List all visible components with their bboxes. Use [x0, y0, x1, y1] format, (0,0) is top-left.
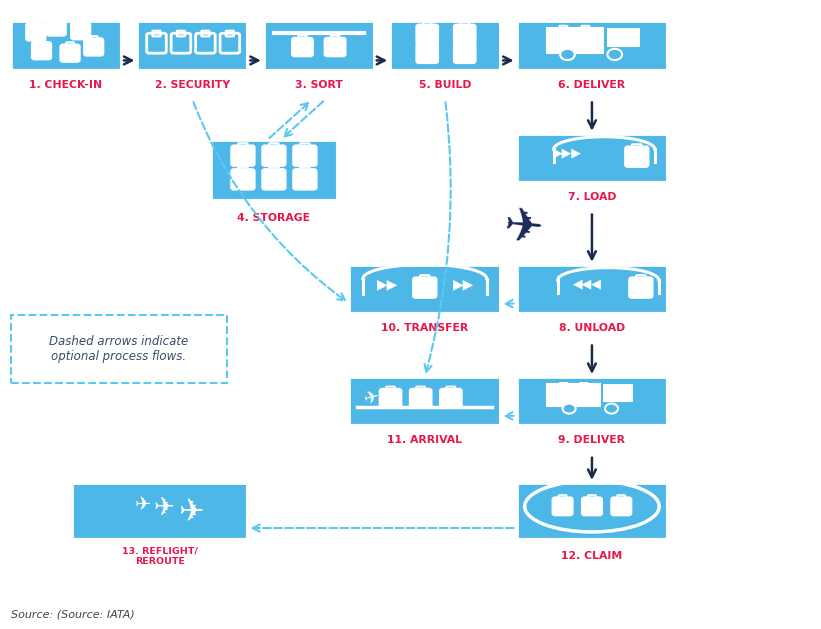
Text: 12. CLAIM: 12. CLAIM: [562, 551, 622, 561]
FancyBboxPatch shape: [350, 377, 500, 425]
FancyBboxPatch shape: [263, 146, 286, 165]
FancyBboxPatch shape: [626, 147, 649, 167]
Text: ◀◀◀: ◀◀◀: [573, 277, 603, 291]
FancyBboxPatch shape: [263, 169, 286, 189]
FancyBboxPatch shape: [325, 38, 346, 56]
FancyBboxPatch shape: [516, 182, 667, 211]
FancyBboxPatch shape: [264, 21, 374, 70]
FancyBboxPatch shape: [516, 483, 667, 539]
FancyBboxPatch shape: [612, 498, 631, 515]
Text: 5. BUILD: 5. BUILD: [419, 80, 471, 89]
FancyBboxPatch shape: [547, 384, 600, 406]
FancyBboxPatch shape: [72, 539, 247, 573]
FancyBboxPatch shape: [350, 425, 500, 455]
FancyBboxPatch shape: [454, 43, 475, 63]
FancyBboxPatch shape: [211, 140, 337, 200]
FancyBboxPatch shape: [26, 23, 45, 40]
FancyBboxPatch shape: [440, 389, 461, 408]
FancyBboxPatch shape: [137, 21, 247, 70]
Text: Source: (Source: IATA): Source: (Source: IATA): [11, 610, 135, 620]
Circle shape: [560, 49, 575, 60]
FancyBboxPatch shape: [454, 25, 475, 44]
Text: 4. STORAGE: 4. STORAGE: [237, 213, 310, 223]
Text: ✈: ✈: [501, 204, 544, 253]
FancyBboxPatch shape: [416, 43, 438, 63]
Text: 2. SECURITY: 2. SECURITY: [155, 80, 230, 89]
FancyBboxPatch shape: [410, 389, 431, 408]
Text: 9. DELIVER: 9. DELIVER: [558, 435, 626, 445]
Text: 8. UNLOAD: 8. UNLOAD: [559, 323, 625, 333]
FancyBboxPatch shape: [413, 277, 436, 298]
Circle shape: [605, 404, 618, 413]
FancyBboxPatch shape: [61, 45, 80, 62]
Text: ✈: ✈: [178, 498, 204, 526]
FancyBboxPatch shape: [553, 28, 573, 46]
FancyBboxPatch shape: [516, 313, 667, 343]
Text: 1. CHECK-IN: 1. CHECK-IN: [30, 80, 103, 89]
Text: 3. SORT: 3. SORT: [295, 80, 342, 89]
FancyBboxPatch shape: [416, 25, 438, 44]
FancyBboxPatch shape: [292, 38, 313, 56]
Text: ✈: ✈: [362, 387, 382, 409]
FancyBboxPatch shape: [630, 277, 652, 298]
FancyBboxPatch shape: [608, 28, 640, 47]
Circle shape: [562, 404, 576, 413]
FancyBboxPatch shape: [554, 386, 573, 402]
FancyBboxPatch shape: [516, 134, 667, 182]
FancyBboxPatch shape: [71, 23, 90, 39]
FancyBboxPatch shape: [575, 386, 593, 402]
FancyBboxPatch shape: [516, 21, 667, 70]
FancyBboxPatch shape: [604, 384, 633, 401]
FancyBboxPatch shape: [516, 70, 667, 99]
FancyBboxPatch shape: [293, 146, 316, 165]
Text: ✈: ✈: [135, 495, 152, 514]
FancyBboxPatch shape: [380, 389, 401, 408]
FancyBboxPatch shape: [47, 19, 66, 35]
FancyBboxPatch shape: [547, 28, 604, 53]
Text: 10. TRANSFER: 10. TRANSFER: [381, 323, 469, 333]
FancyBboxPatch shape: [11, 70, 121, 99]
Text: 6. DELIVER: 6. DELIVER: [558, 80, 626, 89]
FancyBboxPatch shape: [137, 70, 247, 99]
Text: Dashed arrows indicate
optional process flows.: Dashed arrows indicate optional process …: [49, 335, 189, 363]
FancyBboxPatch shape: [350, 313, 500, 343]
FancyBboxPatch shape: [72, 483, 247, 539]
Text: 13. REFLIGHT/
REROUTE: 13. REFLIGHT/ REROUTE: [122, 547, 198, 565]
FancyBboxPatch shape: [576, 28, 595, 46]
FancyBboxPatch shape: [211, 200, 337, 237]
FancyBboxPatch shape: [11, 314, 227, 383]
FancyBboxPatch shape: [516, 377, 667, 425]
FancyBboxPatch shape: [264, 70, 374, 99]
Text: 11. ARRIVAL: 11. ARRIVAL: [388, 435, 462, 445]
Circle shape: [608, 49, 622, 60]
FancyBboxPatch shape: [516, 425, 667, 455]
FancyBboxPatch shape: [232, 169, 255, 189]
Text: 7. LOAD: 7. LOAD: [567, 192, 617, 202]
FancyBboxPatch shape: [582, 498, 602, 515]
FancyBboxPatch shape: [516, 265, 667, 313]
FancyBboxPatch shape: [293, 169, 316, 189]
FancyBboxPatch shape: [390, 21, 500, 70]
Ellipse shape: [547, 493, 637, 520]
FancyBboxPatch shape: [553, 498, 572, 515]
FancyBboxPatch shape: [232, 146, 255, 165]
Text: ▶▶▶: ▶▶▶: [553, 147, 582, 159]
Text: ▶▶: ▶▶: [378, 277, 399, 291]
Text: ✈: ✈: [154, 496, 174, 520]
FancyBboxPatch shape: [32, 42, 51, 59]
FancyBboxPatch shape: [85, 38, 103, 55]
FancyBboxPatch shape: [350, 265, 500, 313]
FancyBboxPatch shape: [11, 21, 121, 70]
FancyBboxPatch shape: [390, 70, 500, 99]
FancyBboxPatch shape: [516, 539, 667, 573]
Text: ▶▶: ▶▶: [453, 277, 475, 291]
